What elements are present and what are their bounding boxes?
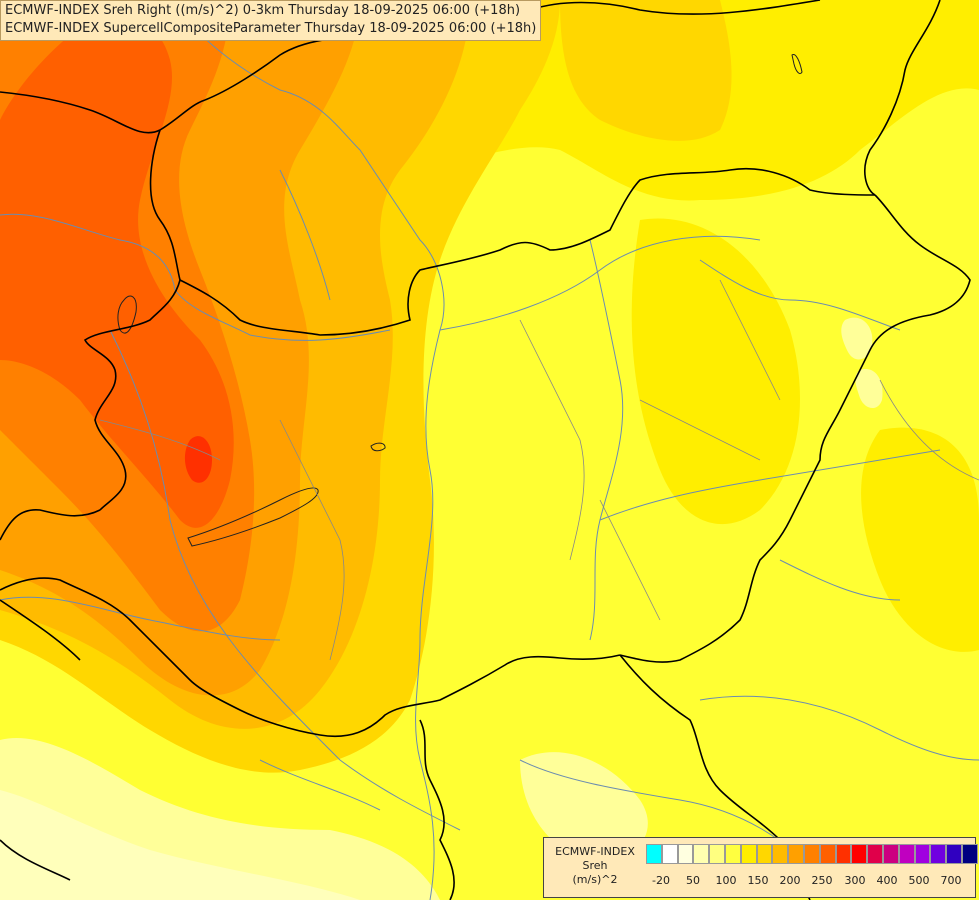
legend-swatch — [724, 844, 741, 864]
field-pale-spot-far-east — [855, 369, 883, 409]
map-title-box: ECMWF-INDEX Sreh Right ((m/s)^2) 0-3km T… — [0, 0, 542, 41]
lake-small-1 — [370, 442, 386, 452]
legend-swatch — [709, 844, 725, 864]
legend-tick-label: 200 — [779, 874, 801, 887]
legend-tick-label: -20 — [652, 874, 670, 887]
legend-swatch — [661, 844, 678, 864]
legend-swatch — [961, 844, 978, 864]
color-legend: ECMWF-INDEX Sreh (m/s)^2 -20 50 100 150 200 2… — [543, 837, 978, 898]
legend-swatch — [646, 844, 662, 864]
legend-swatch — [756, 844, 773, 864]
legend-swatch — [851, 844, 868, 864]
legend-swatch — [803, 844, 820, 864]
field-orange4 — [0, 12, 234, 528]
lake-balaton — [187, 487, 319, 547]
legend-swatch — [882, 844, 899, 864]
legend-tick-label: 250 — [811, 874, 833, 887]
legend-tick-label: 100 — [715, 874, 737, 887]
legend-swatch — [946, 844, 962, 864]
lake-neusiedl — [117, 295, 137, 334]
field-light-southwest — [0, 790, 360, 900]
legend-swatch — [693, 844, 710, 864]
legend-swatches — [646, 844, 978, 864]
legend-swatch — [677, 844, 694, 864]
field-yellow-center — [631, 218, 800, 525]
legend-swatch — [930, 844, 947, 864]
legend-swatch — [772, 844, 789, 864]
legend-swatch — [898, 844, 915, 864]
legend-tick-label: 400 — [876, 874, 898, 887]
legend-swatch — [740, 844, 757, 864]
map-title-line-1: ECMWF-INDEX Sreh Right ((m/s)^2) 0-3km T… — [5, 3, 521, 18]
legend-tick-label: 500 — [908, 874, 930, 887]
legend-tick-label: 150 — [747, 874, 769, 887]
regional-boundaries — [99, 279, 979, 661]
legend-title-variable: Sreh — [582, 859, 608, 872]
field-gold-north — [560, 0, 732, 141]
legend-tick-label: 700 — [940, 874, 962, 887]
lake-small-2 — [791, 53, 803, 75]
legend-swatch — [835, 844, 852, 864]
map-title-line-2: ECMWF-INDEX SupercellCompositeParameter … — [5, 21, 537, 36]
legend-swatch — [788, 844, 804, 864]
field-pale-spot-east — [841, 317, 873, 360]
field-yellow-east — [861, 427, 979, 652]
legend-swatch — [914, 844, 931, 864]
field-pale-south — [520, 752, 648, 860]
legend-ticks: -20 50 100 150 200 250 300 400 500 700 — [646, 874, 971, 890]
legend-title-unit: (m/s)^2 — [572, 873, 618, 886]
legend-title-source: ECMWF-INDEX — [555, 845, 635, 858]
legend-swatch — [819, 844, 836, 864]
legend-title: ECMWF-INDEX Sreh (m/s)^2 — [546, 845, 644, 887]
legend-tick-label: 300 — [844, 874, 866, 887]
legend-tick-label: 50 — [686, 874, 700, 887]
legend-swatch — [867, 844, 883, 864]
